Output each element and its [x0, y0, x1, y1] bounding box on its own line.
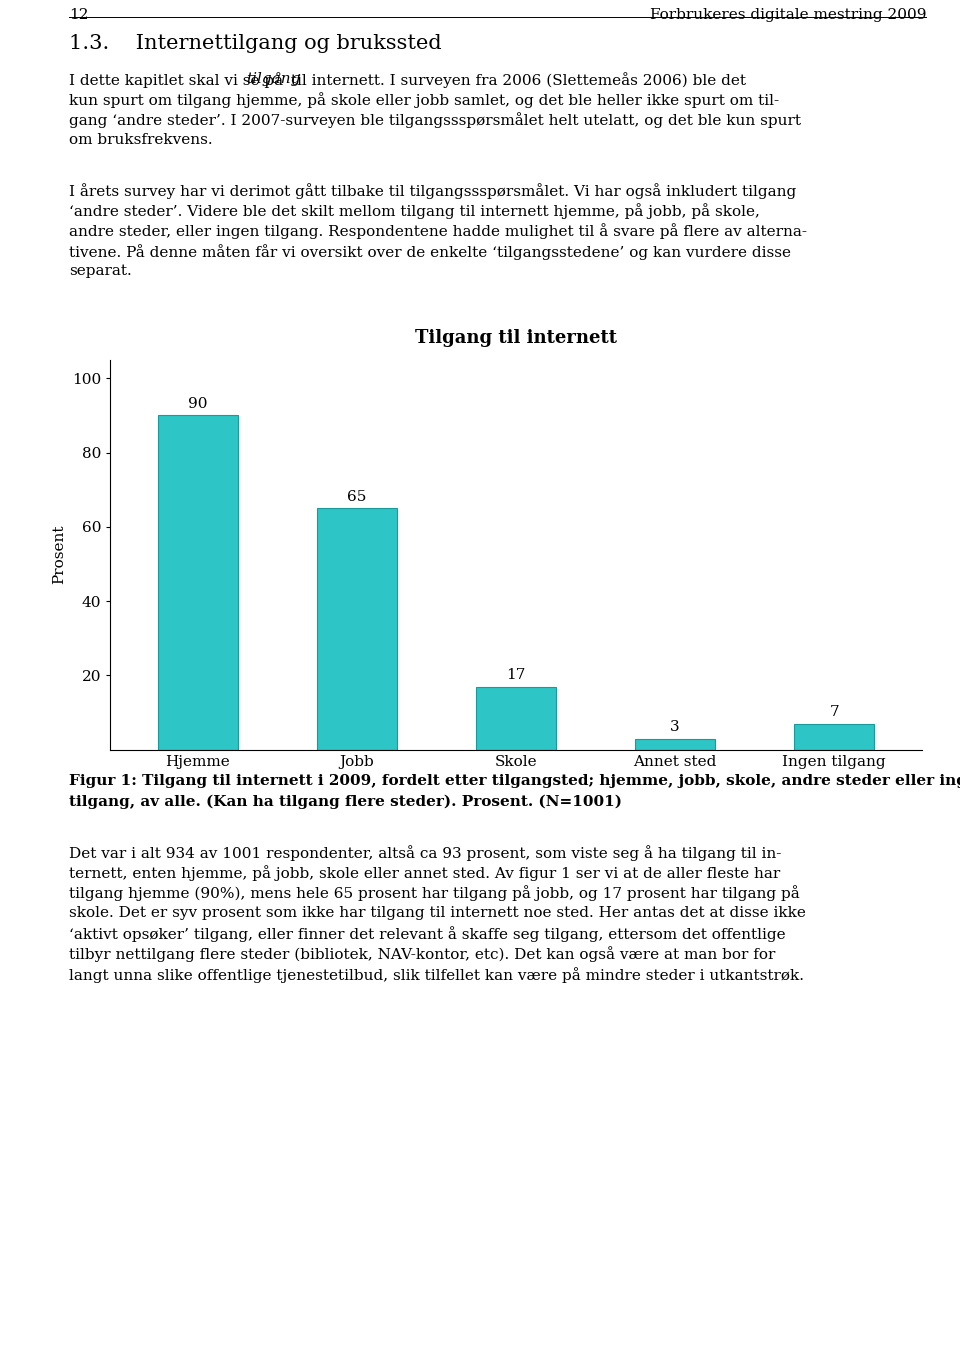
Text: 12: 12 — [69, 7, 88, 22]
Y-axis label: Prosent: Prosent — [53, 524, 66, 585]
Text: skole. Det er syv prosent som ikke har tilgang til internett noe sted. Her antas: skole. Det er syv prosent som ikke har t… — [69, 906, 806, 920]
Text: til internett. I surveyen fra 2006 (Slettemeås 2006) ble det: til internett. I surveyen fra 2006 (Slet… — [286, 71, 746, 88]
Text: tilgang: tilgang — [246, 71, 300, 86]
Text: 17: 17 — [506, 668, 526, 682]
Text: Figur 1: Tilgang til internett i 2009, fordelt etter tilgangsted; hjemme, jobb, : Figur 1: Tilgang til internett i 2009, f… — [69, 775, 960, 789]
Text: ‘andre steder’. Videre ble det skilt mellom tilgang til internett hjemme, på job: ‘andre steder’. Videre ble det skilt mel… — [69, 204, 760, 219]
Text: tilbyr nettilgang flere steder (bibliotek, NAV-kontor, etc). Det kan også være a: tilbyr nettilgang flere steder (bibliote… — [69, 946, 776, 962]
Bar — [317, 508, 396, 750]
Text: tilgang, av alle. (Kan ha tilgang flere steder). Prosent. (N=1001): tilgang, av alle. (Kan ha tilgang flere … — [69, 794, 622, 809]
Title: Tilgang til internett: Tilgang til internett — [415, 329, 617, 346]
Text: tivene. På denne måten får vi oversikt over de enkelte ‘tilgangsstedene’ og kan : tivene. På denne måten får vi oversikt o… — [69, 244, 791, 260]
Text: ‘aktivt opsøker’ tilgang, eller finner det relevant å skaffe seg tilgang, etters: ‘aktivt opsøker’ tilgang, eller finner d… — [69, 927, 785, 942]
Text: I dette kapitlet skal vi se på: I dette kapitlet skal vi se på — [69, 71, 288, 88]
Bar — [636, 739, 715, 750]
Text: Forbrukeres digitale mestring 2009: Forbrukeres digitale mestring 2009 — [650, 7, 926, 22]
Text: 3: 3 — [670, 720, 680, 734]
Bar — [158, 415, 238, 750]
Text: gang ‘andre steder’. I 2007-surveyen ble tilgangssspørsmålet helt utelatt, og de: gang ‘andre steder’. I 2007-surveyen ble… — [69, 112, 801, 129]
Text: tilgang hjemme (90%), mens hele 65 prosent har tilgang på jobb, og 17 prosent ha: tilgang hjemme (90%), mens hele 65 prose… — [69, 886, 800, 901]
Text: Det var i alt 934 av 1001 respondenter, altså ca 93 prosent, som viste seg å ha : Det var i alt 934 av 1001 respondenter, … — [69, 845, 781, 861]
Text: langt unna slike offentlige tjenestetilbud, slik tilfellet kan være på mindre st: langt unna slike offentlige tjenestetilb… — [69, 967, 804, 983]
Text: andre steder, eller ingen tilgang. Respondentene hadde mulighet til å svare på f: andre steder, eller ingen tilgang. Respo… — [69, 223, 807, 240]
Text: 1.3.    Internettilgang og brukssted: 1.3. Internettilgang og brukssted — [69, 34, 442, 53]
Text: 7: 7 — [829, 705, 839, 719]
Text: ternett, enten hjemme, på jobb, skole eller annet sted. Av figur 1 ser vi at de : ternett, enten hjemme, på jobb, skole el… — [69, 865, 780, 882]
Text: separat.: separat. — [69, 264, 132, 278]
Text: 65: 65 — [348, 490, 367, 504]
Text: om bruksfrekvens.: om bruksfrekvens. — [69, 133, 213, 146]
Bar — [794, 724, 874, 750]
Text: kun spurt om tilgang hjemme, på skole eller jobb samlet, og det ble heller ikke : kun spurt om tilgang hjemme, på skole el… — [69, 92, 780, 108]
Text: 90: 90 — [188, 397, 207, 411]
Bar — [476, 687, 556, 750]
Text: I årets survey har vi derimot gått tilbake til tilgangssspørsmålet. Vi har også : I årets survey har vi derimot gått tilba… — [69, 183, 797, 199]
